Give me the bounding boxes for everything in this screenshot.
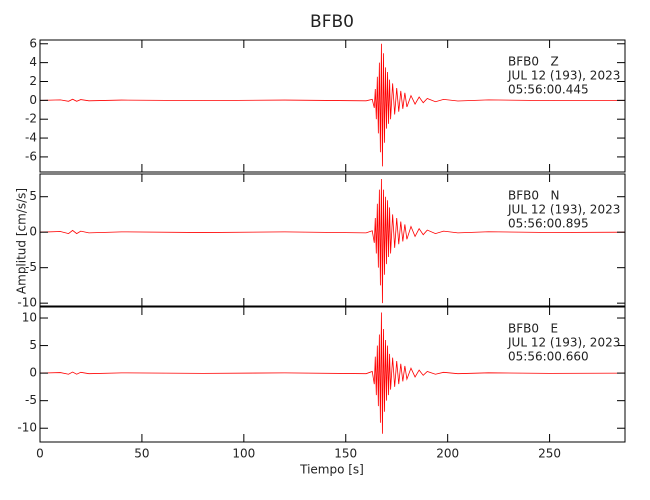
y-tick-label: -10 bbox=[17, 296, 37, 310]
panel-frame bbox=[39, 173, 626, 307]
panel-frame bbox=[39, 39, 626, 173]
y-tick-label: 2 bbox=[29, 74, 37, 88]
waveform bbox=[39, 178, 626, 304]
annotation: 05:56:00.660 bbox=[508, 350, 589, 364]
x-tick-label: 0 bbox=[36, 447, 44, 461]
x-tick-label: 100 bbox=[232, 447, 255, 461]
x-tick-label: 50 bbox=[134, 447, 149, 461]
y-tick-label: -5 bbox=[25, 260, 37, 274]
y-tick-label: 0 bbox=[29, 93, 37, 107]
y-tick-label: 4 bbox=[29, 55, 37, 69]
y-tick-label: -6 bbox=[25, 149, 37, 163]
panel-frame bbox=[39, 306, 626, 443]
x-axis-label: Tiempo [s] bbox=[299, 463, 364, 477]
annotation: BFB0 E bbox=[508, 322, 558, 336]
waveform bbox=[39, 312, 626, 434]
y-tick-label: -10 bbox=[17, 421, 37, 435]
x-tick-label: 150 bbox=[334, 447, 357, 461]
annotation: BFB0 Z bbox=[508, 55, 559, 69]
y-tick-label: 6 bbox=[29, 36, 37, 50]
y-tick-label: 10 bbox=[22, 311, 37, 325]
annotation: JUL 12 (193), 2023 bbox=[507, 69, 620, 83]
annotation: 05:56:00.895 bbox=[508, 217, 589, 231]
y-axis-label: Amplitud [cm/s/s] bbox=[15, 188, 29, 294]
y-tick-label: 5 bbox=[29, 338, 37, 352]
y-tick-label: 0 bbox=[29, 366, 37, 380]
x-tick-label: 200 bbox=[436, 447, 459, 461]
x-tick-label: 250 bbox=[538, 447, 561, 461]
annotation: 05:56:00.445 bbox=[508, 83, 589, 97]
waveform bbox=[39, 43, 626, 167]
y-tick-label: -4 bbox=[25, 131, 37, 145]
y-tick-label: 0 bbox=[29, 225, 37, 239]
y-tick-label: -5 bbox=[25, 393, 37, 407]
y-tick-label: -2 bbox=[25, 112, 37, 126]
annotation: JUL 12 (193), 2023 bbox=[507, 203, 620, 217]
annotation: BFB0 N bbox=[508, 189, 559, 203]
y-tick-label: 5 bbox=[29, 189, 37, 203]
chart-title: BFB0 bbox=[310, 12, 354, 32]
annotation: JUL 12 (193), 2023 bbox=[507, 336, 620, 350]
